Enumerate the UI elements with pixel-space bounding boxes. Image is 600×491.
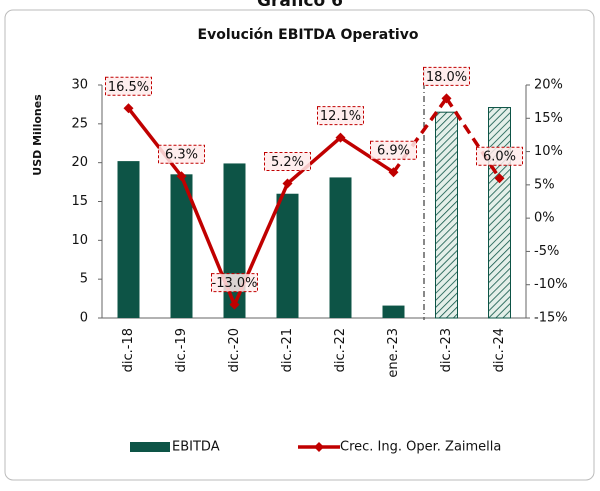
line-marker	[176, 171, 187, 182]
value-label: 12.1%	[320, 109, 361, 124]
value-label: -13.0%	[212, 276, 258, 291]
y-tick-label: 0	[80, 311, 88, 326]
value-label-box	[423, 66, 470, 86]
y2-tick-label: -15%	[534, 311, 568, 326]
x-tick-label: dic.-19	[174, 328, 189, 372]
legend-swatch	[130, 442, 170, 452]
value-label-box	[264, 152, 311, 172]
x-tick-label: dic.-20	[227, 328, 242, 372]
value-label: 18.0%	[426, 70, 467, 85]
y2-tick-label: -10%	[534, 277, 568, 292]
value-label-box	[476, 146, 523, 166]
x-tick-label: dic.-24	[492, 328, 507, 372]
value-label: 6.3%	[165, 148, 198, 163]
bar	[117, 161, 140, 318]
y2-tick-label: 5%	[534, 177, 555, 192]
bar	[435, 111, 458, 319]
line-marker	[441, 93, 452, 104]
y-axis-label: USD Millones	[31, 94, 44, 176]
value-label: 5.2%	[271, 155, 304, 170]
y2-tick-label: 20%	[534, 78, 563, 93]
value-label-box	[158, 144, 205, 164]
line-segment	[127, 107, 183, 178]
value-label-box	[317, 106, 364, 126]
line-marker	[388, 167, 399, 178]
line-marker	[229, 299, 240, 310]
bar	[276, 193, 299, 318]
x-tick-label: dic.-22	[333, 328, 348, 372]
x-tick-label: dic.-23	[439, 328, 454, 372]
header: Gráfico 6	[257, 0, 343, 11]
line-marker	[494, 173, 505, 184]
line-marker	[282, 178, 293, 189]
bar	[223, 163, 246, 318]
value-label: 16.5%	[108, 80, 149, 95]
bar	[488, 107, 511, 319]
value-label-box	[211, 273, 258, 293]
value-label-box	[370, 140, 417, 160]
chart-title: Evolución EBITDA Operativo	[198, 27, 419, 43]
y-tick-label: 25	[71, 116, 88, 131]
legend-label: EBITDA	[172, 440, 220, 455]
bar	[382, 305, 405, 318]
y-tick-label: 15	[71, 194, 88, 209]
y-tick-label: 30	[71, 78, 88, 93]
y2-tick-label: -5%	[534, 244, 559, 259]
line-marker	[123, 103, 134, 114]
value-label: 6.9%	[377, 144, 410, 159]
y-tick-label: 10	[71, 233, 88, 248]
y2-tick-label: 10%	[534, 144, 563, 159]
legend-marker	[314, 442, 324, 452]
bar	[329, 177, 352, 318]
y2-tick-label: 15%	[534, 111, 563, 126]
x-tick-label: ene.-23	[386, 328, 401, 378]
value-label-box	[105, 76, 152, 96]
line-marker	[335, 132, 346, 143]
x-tick-label: dic.-18	[121, 328, 136, 372]
line-segment	[286, 136, 342, 185]
value-label: 6.0%	[483, 150, 516, 165]
y-tick-label: 5	[80, 272, 88, 287]
x-tick-label: dic.-21	[280, 328, 295, 372]
y2-tick-label: 0%	[534, 211, 555, 226]
y-tick-label: 20	[71, 155, 88, 170]
legend-label: Crec. Ing. Oper. Zaimella	[340, 440, 501, 455]
line-segment	[339, 136, 395, 174]
bar	[170, 174, 193, 318]
